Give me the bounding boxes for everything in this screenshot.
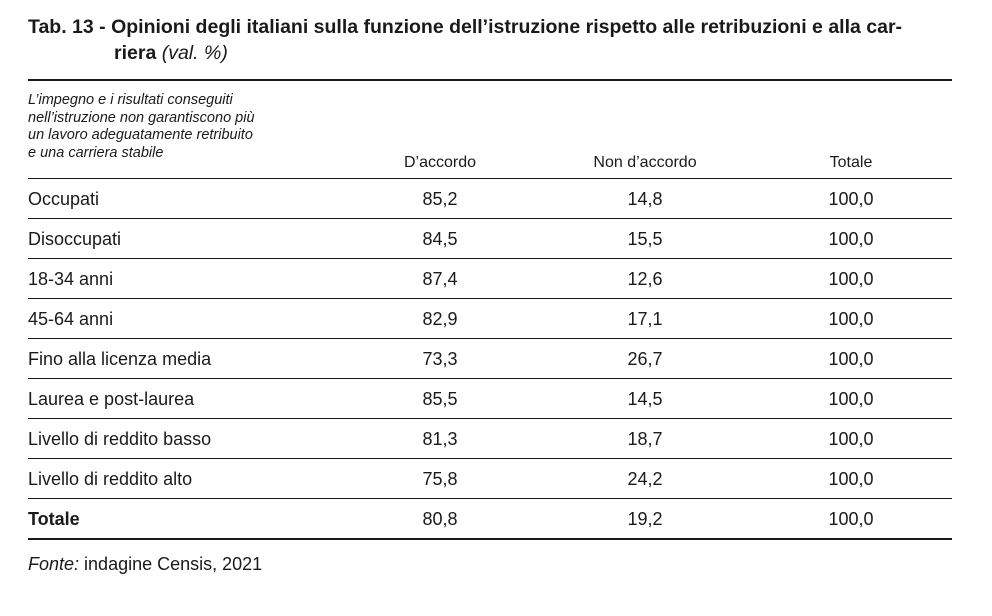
cell-daccordo: 81,3 xyxy=(422,429,458,449)
table-row: Fino alla licenza media 73,3 26,7 100,0 xyxy=(28,339,952,379)
cell-daccordo: 87,4 xyxy=(422,269,458,289)
table-row: Disoccupati 84,5 15,5 100,0 xyxy=(28,219,952,259)
header-description-line: L’impegno e i risultati conseguiti xyxy=(28,92,233,108)
table-title-line1: Tab. 13 - Opinioni degli italiani sulla … xyxy=(28,16,903,38)
row-label-total: Totale xyxy=(28,509,80,529)
header-rule xyxy=(28,178,952,179)
cell-daccordo-total: 80,8 xyxy=(422,509,458,529)
source-text: indagine Censis, 2021 xyxy=(84,554,263,574)
cell-totale-total: 100,0 xyxy=(828,509,874,529)
cell-daccordo: 84,5 xyxy=(422,229,458,249)
table-title-unit: (val. %) xyxy=(161,42,228,64)
cell-totale: 100,0 xyxy=(828,309,874,329)
table-row: Livello di reddito basso 81,3 18,7 100,0 xyxy=(28,419,952,459)
row-label: 45-64 anni xyxy=(28,309,114,329)
table-row: 18-34 anni 87,4 12,6 100,0 xyxy=(28,259,952,299)
source-label: Fonte: xyxy=(28,554,80,574)
source-note: Fonte: indagine Censis, 2021 xyxy=(28,554,262,575)
cell-daccordo: 82,9 xyxy=(422,309,458,329)
table-row: Livello di reddito alto 75,8 24,2 100,0 xyxy=(28,459,952,499)
table-row: 45-64 anni 82,9 17,1 100,0 xyxy=(28,299,952,339)
column-header-daccordo: D’accordo xyxy=(403,154,477,171)
cell-non-daccordo: 17,1 xyxy=(627,309,663,329)
cell-non-daccordo: 14,5 xyxy=(627,389,663,409)
cell-totale: 100,0 xyxy=(828,269,874,289)
cell-non-daccordo: 12,6 xyxy=(627,269,663,289)
row-label: Occupati xyxy=(28,189,100,209)
cell-non-daccordo-total: 19,2 xyxy=(627,509,663,529)
header-description-line: nell’istruzione non garantiscono più xyxy=(28,109,255,126)
cell-non-daccordo: 26,7 xyxy=(627,349,663,369)
cell-daccordo: 75,8 xyxy=(422,469,458,489)
bottom-rule xyxy=(28,538,952,540)
cell-daccordo: 85,2 xyxy=(422,189,458,209)
row-label: Livello di reddito basso xyxy=(28,429,212,449)
cell-non-daccordo: 14,8 xyxy=(627,189,663,209)
header-description-line: un lavoro adeguatamente retribuito xyxy=(28,127,253,143)
cell-non-daccordo: 24,2 xyxy=(627,469,663,489)
table-title-line2: riera (val. %) xyxy=(28,40,958,66)
top-rule xyxy=(28,79,952,81)
header-description: L’impegno e i risultati conseguiti nell’… xyxy=(28,92,328,162)
cell-totale: 100,0 xyxy=(828,389,874,409)
table-row-total: Totale 80,8 19,2 100,0 xyxy=(28,499,952,538)
row-label: Laurea e post-laurea xyxy=(28,389,195,409)
header-description-line: e una carriera stabile xyxy=(28,144,164,161)
row-label: Livello di reddito alto xyxy=(28,469,193,489)
table-title: Tab. 13 - Opinioni degli italiani sulla … xyxy=(28,14,958,66)
row-label: Fino alla licenza media xyxy=(28,349,212,369)
row-label: 18-34 anni xyxy=(28,269,114,289)
cell-daccordo: 73,3 xyxy=(422,349,458,369)
column-header-totale: Totale xyxy=(829,154,873,171)
table-title-line2-text: riera xyxy=(114,42,157,64)
cell-totale: 100,0 xyxy=(828,469,874,489)
cell-daccordo: 85,5 xyxy=(422,389,458,409)
cell-totale: 100,0 xyxy=(828,189,874,209)
cell-non-daccordo: 18,7 xyxy=(627,429,663,449)
cell-non-daccordo: 15,5 xyxy=(627,229,663,249)
column-header-non-daccordo: Non d’accordo xyxy=(593,154,697,171)
table-row: Laurea e post-laurea 85,5 14,5 100,0 xyxy=(28,379,952,419)
data-table: L’impegno e i risultati conseguiti nell’… xyxy=(28,79,952,540)
cell-totale: 100,0 xyxy=(828,349,874,369)
cell-totale: 100,0 xyxy=(828,229,874,249)
row-label: Disoccupati xyxy=(28,229,122,249)
table-row: Occupati 85,2 14,8 100,0 xyxy=(28,179,952,219)
table-header: L’impegno e i risultati conseguiti nell’… xyxy=(28,81,952,178)
cell-totale: 100,0 xyxy=(828,429,874,449)
